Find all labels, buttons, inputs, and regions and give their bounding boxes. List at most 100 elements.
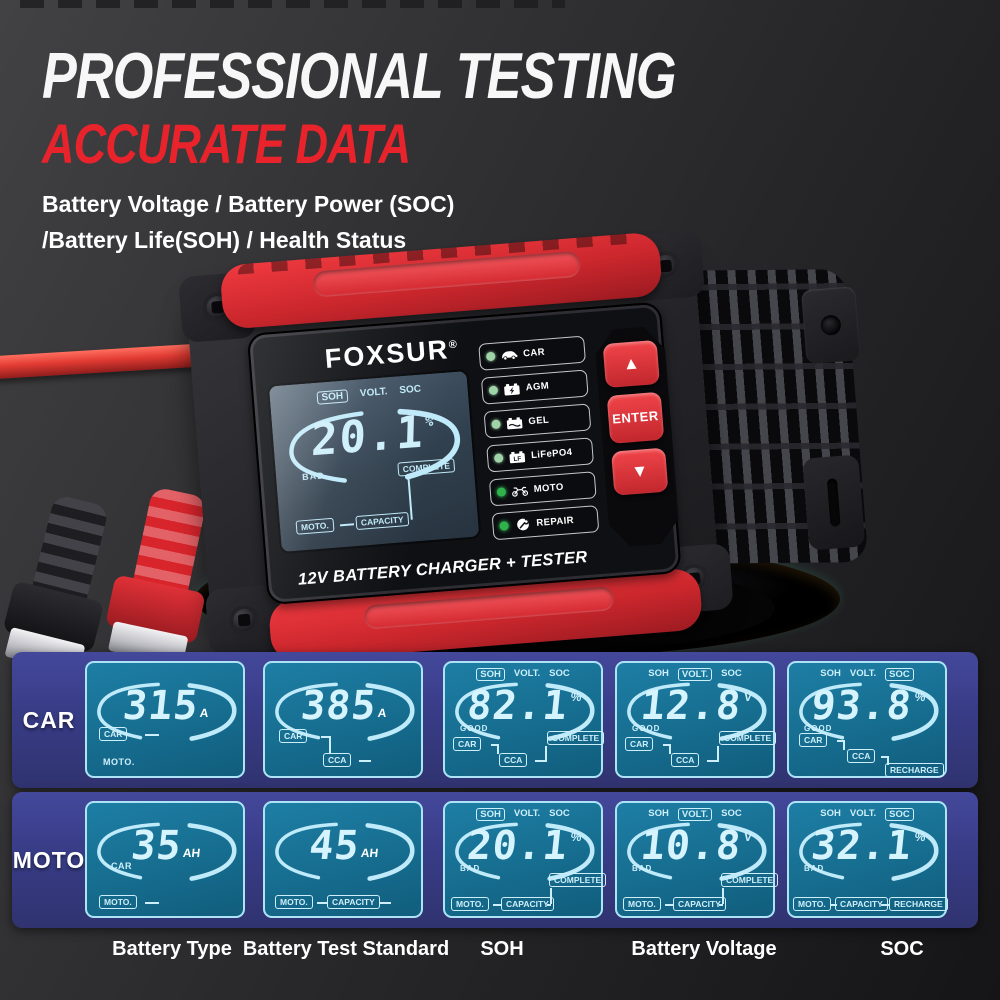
lcd-mode-row: SOH VOLT. SOC <box>648 808 742 821</box>
lcd-panel: SOH VOLT. SOC BAD 20.1% MOTO. CAPACITY COMPLETE <box>443 801 607 918</box>
lcd-mode-row: SOH VOLT. SOC <box>789 808 945 821</box>
lcd-tag: CAR <box>799 733 828 747</box>
led-indicator <box>491 419 501 430</box>
lcd-tag: CAR <box>625 737 654 751</box>
lcd-tag-moto: MOTO. <box>295 517 335 535</box>
lcd-tag: CCA <box>323 753 352 767</box>
lcd-tag: RECHARGE <box>885 763 944 777</box>
lcd-ellipse-swoosh <box>455 822 595 881</box>
up-button: ▲ <box>603 340 660 388</box>
mode-row-gel: GEL <box>483 403 592 439</box>
lcd-tag: MOTO. <box>793 897 831 911</box>
mode-row-repair: REPAIR <box>491 505 600 541</box>
lcd-tag-capacity: CAPACITY <box>355 511 410 531</box>
footer-label: SOH <box>480 938 524 960</box>
lcd-mode-row: SOH VOLT. SOC <box>270 380 468 408</box>
lcd-unit: V <box>743 830 753 844</box>
cropped-top-banner <box>20 0 565 8</box>
lcd-tag: COMPLETE <box>721 873 779 887</box>
lcd-tag: MOTO. <box>99 895 137 909</box>
lcd-tag: CAPACITY <box>673 897 726 911</box>
lcd-mode-row: SOH VOLT. SOC <box>445 808 601 821</box>
footer-label: Battery Voltage <box>631 938 777 960</box>
lcd-flag: BAD <box>804 864 825 873</box>
lcd-ellipse-swoosh <box>627 822 767 881</box>
lcd-unit: % <box>570 830 583 844</box>
mode-label: MOTO <box>533 481 565 495</box>
repair-wrench-icon <box>513 517 532 531</box>
lcd-tag: CAR <box>453 737 482 751</box>
lcd-tag: CAPACITY <box>327 895 380 909</box>
lcd-ellipse-swoosh <box>97 822 237 881</box>
lcd-unit: A <box>199 706 210 720</box>
product-photo: FOXSUR® SOH VOLT. SOC 20.1% BAD MOTO. CA… <box>0 228 1000 698</box>
lcd-panel: 45AH MOTO. CAPACITY <box>263 801 423 918</box>
footer-label: Battery Test Standard <box>242 938 450 960</box>
lcd-soc-label: SOC <box>399 383 422 397</box>
lcd-tag: MOTO. <box>275 895 313 909</box>
mount-hole <box>820 314 842 336</box>
led-indicator <box>493 453 504 464</box>
mode-list: CAR AGM GEL LF LiFePO4 MOTO REPAIR <box>478 335 602 547</box>
motorcycle-icon <box>510 484 529 497</box>
lcd-tag-complete: COMPLETE <box>397 458 456 477</box>
page-subtitle: ACCURATE DATA <box>42 112 411 176</box>
page-title: PROFESSIONAL TESTING <box>42 39 677 113</box>
lcd-unit: A <box>377 706 388 720</box>
lcd-flag: GOOD <box>632 724 661 733</box>
mode-label: AGM <box>525 380 550 394</box>
lcd-value: 45AH <box>307 823 379 869</box>
row-label: MOTO <box>12 846 86 873</box>
lcd-value: 20.1% <box>310 406 434 467</box>
lcd-panel: 35AH CAR MOTO. <box>85 801 245 918</box>
mode-row-lifepo4: LF LiFePO4 <box>486 437 595 473</box>
lcd-flag: BAD <box>632 864 653 873</box>
lcd-panel: SOH VOLT. SOC BAD 32.1% MOTO. CAPACITY RECHARGE <box>787 801 948 918</box>
lcd-value: 20.1% <box>465 823 583 869</box>
svg-text:LF: LF <box>513 455 521 463</box>
lcd-flag: GOOD <box>460 724 489 733</box>
lcd-tag: CAR <box>111 861 132 871</box>
lcd-tag: COMPLETE <box>547 731 605 745</box>
lcd-tag: MOTO. <box>623 897 661 911</box>
footer-label: Battery Type <box>112 938 232 960</box>
mode-label: GEL <box>528 414 550 428</box>
lcd-tag: CAPACITY <box>501 897 554 911</box>
led-indicator <box>488 385 499 396</box>
footer-label: SOC <box>880 938 924 960</box>
lcd-unit: AH <box>182 846 201 860</box>
enter-button: ENTER <box>607 392 665 444</box>
battery-charger-device: FOXSUR® SOH VOLT. SOC 20.1% BAD MOTO. CA… <box>178 224 880 664</box>
side-bracket <box>802 454 866 551</box>
car-icon <box>500 349 519 361</box>
lcd-unit: % <box>914 830 927 844</box>
agm-battery-icon <box>502 382 521 396</box>
feature-line-1: Battery Voltage / Battery Power (SOC) <box>42 191 455 217</box>
lcd-tag: CAR <box>279 729 308 743</box>
lcd-value: 32.1% <box>809 823 927 869</box>
feature-line-2: /Battery Life(SOH) / Health Status <box>42 227 407 253</box>
mode-row-moto: MOTO <box>488 471 597 507</box>
mode-row-car: CAR <box>478 335 587 371</box>
mode-label: REPAIR <box>536 514 575 529</box>
lcd-tag: COMPLETE <box>719 731 777 745</box>
lcd-flag: BAD <box>460 864 481 873</box>
lcd-ellipse-swoosh <box>275 822 415 881</box>
lcd-flag: BAD <box>301 470 325 483</box>
lcd-tag: COMPLETE <box>549 873 607 887</box>
screw-icon <box>228 604 261 637</box>
lcd-tag: CCA <box>499 753 528 767</box>
brand-logo: FOXSUR® <box>323 334 458 374</box>
mode-label: LiFePO4 <box>530 446 573 462</box>
led-indicator <box>485 351 496 362</box>
lcd-soh-label: SOH <box>316 389 349 405</box>
lcd-ellipse-swoosh <box>799 822 939 881</box>
lcd-tag: CAR <box>99 727 128 741</box>
lcd-tag: RECHARGE <box>889 897 948 911</box>
lcd-unit: AH <box>360 846 379 860</box>
lcd-volt-label: VOLT. <box>359 386 388 400</box>
lcd-value: 10.8V <box>638 823 753 869</box>
lcd-tag: CAPACITY <box>835 897 888 911</box>
header: PROFESSIONAL TESTING ACCURATE DATA <box>42 39 746 172</box>
